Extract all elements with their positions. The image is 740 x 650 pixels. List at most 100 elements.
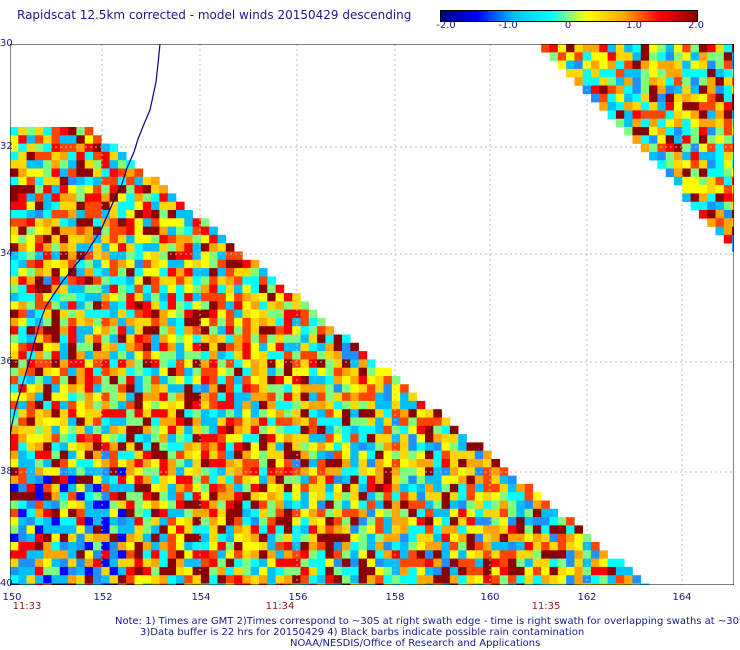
wind-cell bbox=[358, 533, 368, 543]
wind-cell bbox=[142, 351, 152, 360]
wind-cell bbox=[209, 442, 218, 451]
wind-cell bbox=[167, 367, 177, 377]
wind-cell bbox=[383, 517, 393, 526]
wind-cell bbox=[84, 376, 94, 385]
wind-cell bbox=[209, 492, 218, 501]
wind-cell bbox=[159, 508, 168, 518]
wind-cell bbox=[234, 409, 243, 418]
wind-cell bbox=[317, 475, 326, 485]
wind-cell bbox=[142, 376, 152, 385]
wind-cell bbox=[283, 351, 293, 360]
wind-cell bbox=[200, 500, 210, 510]
wind-cell bbox=[18, 309, 27, 319]
wind-cell bbox=[234, 500, 243, 510]
wind-cell bbox=[516, 542, 525, 551]
wind-cell bbox=[192, 376, 202, 385]
wind-cell bbox=[151, 425, 160, 435]
wind-cell bbox=[474, 508, 484, 518]
wind-cell bbox=[184, 326, 193, 335]
wind-cell bbox=[10, 475, 19, 485]
wind-cell bbox=[308, 500, 318, 510]
wind-cell bbox=[18, 450, 27, 460]
wind-cell bbox=[117, 309, 127, 319]
wind-cell bbox=[325, 450, 334, 460]
wind-cell bbox=[333, 517, 343, 526]
wind-cell bbox=[209, 467, 218, 476]
wind-cell bbox=[591, 93, 600, 103]
wind-cell bbox=[732, 218, 734, 227]
wind-cell bbox=[615, 77, 625, 86]
wind-cell bbox=[400, 409, 409, 418]
wind-cell bbox=[566, 583, 575, 585]
wind-cell bbox=[225, 384, 235, 393]
wind-cell bbox=[292, 367, 301, 377]
wind-cell bbox=[68, 284, 77, 294]
wind-cell bbox=[225, 575, 235, 584]
wind-cell bbox=[665, 110, 675, 119]
wind-cell bbox=[640, 44, 650, 53]
wind-cell bbox=[682, 143, 691, 153]
wind-cell bbox=[259, 459, 268, 468]
wind-cell bbox=[308, 425, 318, 435]
wind-cell bbox=[317, 525, 326, 534]
wind-cell bbox=[491, 550, 500, 559]
wind-cell bbox=[109, 583, 119, 585]
wind-cell bbox=[516, 517, 525, 526]
wind-cell bbox=[126, 517, 135, 526]
wind-cell bbox=[151, 583, 160, 585]
wind-cell bbox=[10, 517, 19, 526]
wind-cell bbox=[632, 85, 642, 95]
wind-cell bbox=[615, 583, 625, 585]
wind-cell bbox=[51, 151, 61, 161]
wind-cell bbox=[134, 367, 144, 377]
wind-cell bbox=[184, 243, 193, 252]
wind-cell bbox=[51, 342, 61, 352]
wind-cell bbox=[126, 193, 135, 202]
wind-cell bbox=[159, 317, 168, 327]
wind-cell bbox=[126, 392, 135, 402]
wind-cell bbox=[242, 400, 251, 410]
wind-cell bbox=[134, 483, 144, 493]
wind-cell bbox=[109, 508, 119, 518]
wind-cell bbox=[250, 293, 260, 302]
wind-cell bbox=[250, 326, 260, 335]
wind-cell bbox=[250, 301, 260, 310]
wind-cell bbox=[665, 44, 675, 53]
wind-cell bbox=[242, 417, 251, 427]
wind-cell bbox=[167, 218, 177, 227]
time-label: 11:33 bbox=[12, 601, 42, 612]
wind-cell bbox=[499, 517, 509, 526]
wind-cell bbox=[10, 384, 19, 393]
wind-cell bbox=[142, 492, 152, 501]
wind-cell bbox=[134, 168, 144, 178]
wind-cell bbox=[76, 127, 85, 136]
wind-cell bbox=[350, 533, 359, 543]
wind-cell bbox=[59, 542, 69, 551]
wind-cell bbox=[126, 317, 135, 327]
wind-cell bbox=[43, 293, 52, 302]
wind-cell bbox=[441, 459, 451, 468]
wind-cell bbox=[159, 326, 168, 335]
wind-cell bbox=[84, 525, 94, 534]
wind-cell bbox=[176, 342, 185, 352]
wind-cell bbox=[68, 293, 77, 302]
wind-cell bbox=[300, 583, 310, 585]
wind-cell bbox=[10, 367, 19, 377]
wind-cell bbox=[350, 525, 359, 534]
wind-cell bbox=[134, 434, 144, 443]
wind-cell bbox=[209, 276, 218, 285]
wind-cell bbox=[250, 351, 260, 360]
wind-cell bbox=[217, 251, 227, 261]
wind-cell bbox=[76, 400, 85, 410]
wind-cell bbox=[101, 151, 110, 161]
wind-cell bbox=[59, 459, 69, 468]
wind-cell bbox=[43, 127, 52, 136]
wind-cell bbox=[308, 334, 318, 344]
wind-cell bbox=[283, 434, 293, 443]
wind-cell bbox=[342, 575, 351, 584]
wind-cell bbox=[732, 127, 734, 136]
wind-cell bbox=[176, 525, 185, 534]
wind-cell bbox=[10, 508, 19, 518]
wind-cell bbox=[59, 193, 69, 202]
wind-cell bbox=[26, 176, 36, 186]
